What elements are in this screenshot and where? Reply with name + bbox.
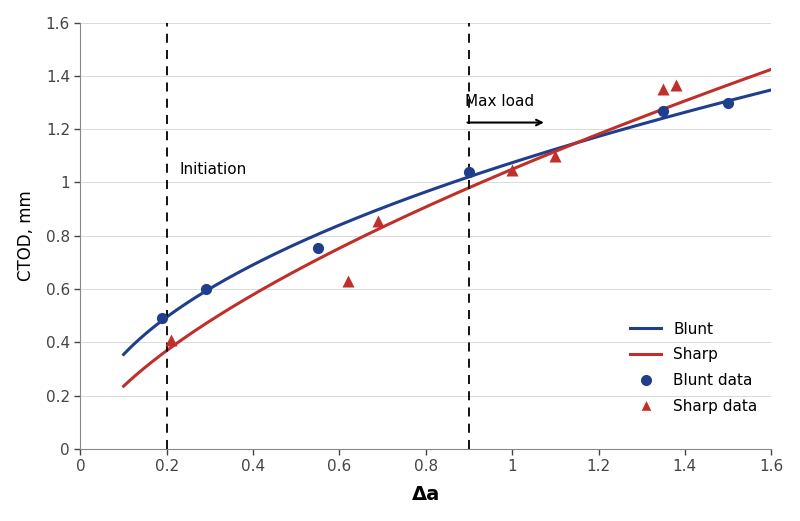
X-axis label: Δa: Δa bbox=[412, 486, 440, 504]
Point bbox=[372, 217, 385, 225]
Text: Max load: Max load bbox=[465, 94, 534, 109]
Point bbox=[506, 166, 518, 175]
Point bbox=[549, 152, 562, 160]
Point bbox=[722, 98, 734, 107]
Point bbox=[670, 81, 682, 90]
Point bbox=[199, 285, 212, 293]
Point bbox=[657, 106, 670, 115]
Y-axis label: CTOD, mm: CTOD, mm bbox=[17, 190, 34, 281]
Point bbox=[156, 314, 169, 322]
Point bbox=[342, 277, 354, 285]
Legend: Blunt, Sharp, Blunt data, Sharp data: Blunt, Sharp, Blunt data, Sharp data bbox=[624, 316, 763, 420]
Point bbox=[657, 85, 670, 93]
Point bbox=[165, 336, 178, 344]
Point bbox=[462, 168, 475, 176]
Point bbox=[311, 243, 324, 252]
Text: Initiation: Initiation bbox=[180, 162, 247, 177]
